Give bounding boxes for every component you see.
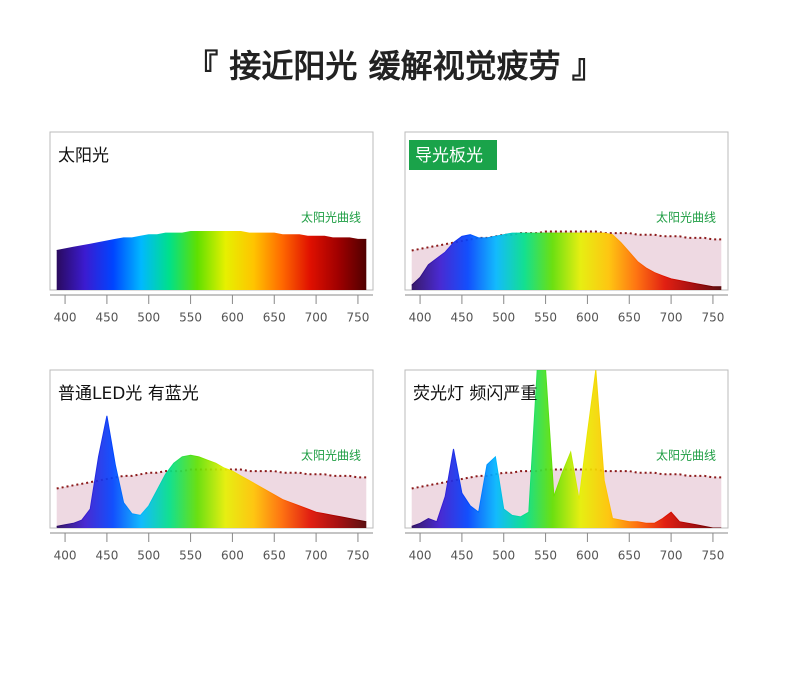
x-tick-label: 450 (450, 311, 473, 325)
spectrum-panel: 太阳光曲线 太阳光 400 450 500 550 600 650 700 750 (49, 131, 374, 325)
spectrum-curve (411, 232, 722, 288)
plot-area (411, 370, 722, 528)
plot-area (411, 230, 722, 290)
x-tick-label: 750 (346, 549, 369, 563)
sunlight-curve (411, 230, 722, 252)
x-tick-label: 750 (701, 311, 724, 325)
spectrum-panel: 太阳光曲线 普通LED光 有蓝光 400 450 500 550 600 650 700 750 (49, 369, 374, 563)
panel-title: 导光板光 (415, 146, 483, 166)
x-tick-label: 450 (95, 311, 118, 325)
x-tick-label: 600 (221, 311, 244, 325)
x-tick-label: 450 (450, 549, 473, 563)
x-tick-label: 500 (137, 311, 160, 325)
title-badge (409, 140, 497, 170)
x-tick-label: 600 (576, 549, 599, 563)
x-tick-label: 400 (54, 311, 77, 325)
plot-area (56, 415, 367, 528)
curve-label: 太阳光曲线 (301, 210, 361, 225)
spectrum-panel: 太阳光曲线 导光板光 400 450 500 550 600 650 700 750 (404, 131, 729, 325)
page-title: 『 接近阳光 缓解视觉疲劳 』 (186, 47, 603, 85)
x-tick-label: 400 (409, 311, 432, 325)
x-tick-label: 600 (576, 311, 599, 325)
x-tick-label: 450 (95, 549, 118, 563)
x-tick-label: 700 (660, 311, 683, 325)
spectrum-panel: 太阳光曲线 荧光灯 频闪严重 400 450 500 550 600 650 700 750 (404, 369, 729, 563)
curve-label: 太阳光曲线 (656, 448, 716, 463)
x-tick-label: 550 (179, 549, 202, 563)
spectrum-curve (56, 415, 367, 527)
spectrum-curve (411, 370, 722, 528)
plot-area (56, 231, 367, 290)
x-tick-label: 750 (701, 549, 724, 563)
spectrum-curve (56, 231, 367, 251)
x-tick-label: 750 (346, 311, 369, 325)
panel-title: 荧光灯 频闪严重 (413, 384, 537, 404)
x-tick-label: 500 (492, 311, 515, 325)
x-tick-label: 500 (137, 549, 160, 563)
spectrum-area-fill (56, 231, 367, 290)
panel-title: 太阳光 (58, 146, 109, 166)
x-tick-label: 500 (492, 549, 515, 563)
x-tick-label: 400 (409, 549, 432, 563)
x-tick-label: 650 (618, 311, 641, 325)
spectrum-area-fill (56, 415, 367, 528)
x-tick-label: 700 (305, 311, 328, 325)
x-tick-label: 700 (660, 549, 683, 563)
x-tick-label: 650 (263, 311, 286, 325)
x-tick-label: 550 (534, 311, 557, 325)
spectrum-area-fill (411, 233, 722, 290)
x-tick-label: 550 (534, 549, 557, 563)
curve-label: 太阳光曲线 (301, 448, 361, 463)
x-tick-label: 650 (618, 549, 641, 563)
x-tick-label: 650 (263, 549, 286, 563)
panel-title: 普通LED光 有蓝光 (58, 384, 199, 404)
spectrum-area-fill (411, 370, 722, 528)
x-tick-label: 600 (221, 549, 244, 563)
x-tick-label: 400 (54, 549, 77, 563)
x-tick-label: 550 (179, 311, 202, 325)
curve-label: 太阳光曲线 (656, 210, 716, 225)
x-tick-label: 700 (305, 549, 328, 563)
